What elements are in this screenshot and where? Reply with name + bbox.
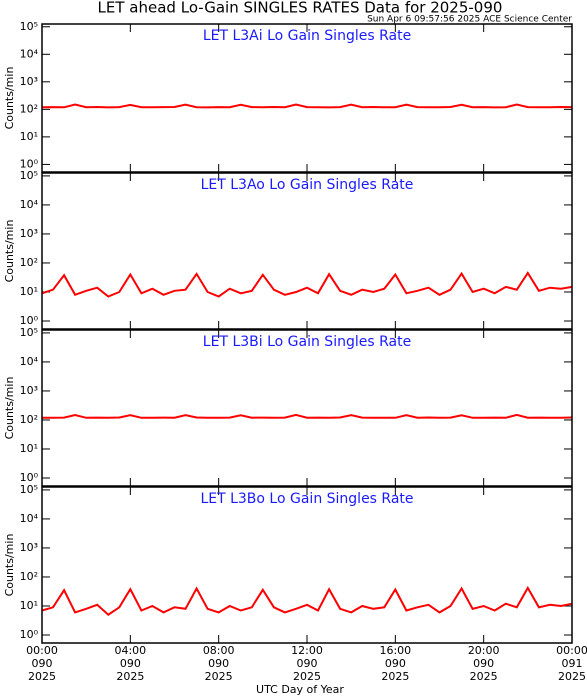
- y-tick-label: 10⁰: [20, 628, 39, 641]
- y-axis-label: Counts/min: [3, 377, 16, 440]
- x-day-label: 090: [385, 657, 406, 670]
- panel-title: LET L3Bo Lo Gain Singles Rate: [200, 491, 413, 507]
- x-day-label: 090: [32, 657, 53, 670]
- x-day-label: 090: [473, 657, 494, 670]
- y-tick-label: 10³: [20, 227, 38, 240]
- y-tick-label: 10²: [20, 102, 38, 115]
- y-axis-label: Counts/min: [3, 220, 16, 283]
- y-tick-label: 10²: [20, 570, 38, 583]
- x-day-label: 090: [120, 657, 141, 670]
- x-tick-label: 08:00: [203, 644, 235, 657]
- y-tick-label: 10⁰: [20, 314, 39, 327]
- data-line: [41, 585, 573, 616]
- y-tick-label: 10⁴: [20, 198, 39, 211]
- timestamp: Sun Apr 6 09:57:56 2025 ACE Science Cent…: [367, 15, 572, 25]
- y-tick-label: 10¹: [20, 130, 38, 143]
- y-tick-label: 10²: [20, 256, 38, 269]
- y-tick-label: 10³: [20, 75, 38, 88]
- data-line: [41, 271, 573, 298]
- y-tick-label: 10⁵: [20, 483, 38, 496]
- y-tick-label: 10²: [20, 413, 38, 426]
- x-tick-label: 20:00: [468, 644, 500, 657]
- x-day-label: 090: [208, 657, 229, 670]
- plot-frame: [41, 23, 573, 173]
- y-tick-label: 10³: [20, 384, 38, 397]
- x-axis-label: UTC Day of Year: [256, 683, 344, 696]
- data-line: [41, 103, 573, 109]
- data-line: [41, 413, 573, 419]
- x-year-label: 2025: [28, 670, 56, 683]
- x-tick-label: 04:00: [114, 644, 146, 657]
- x-tick-label: 16:00: [379, 644, 411, 657]
- panel-title: LET L3Bi Lo Gain Singles Rate: [203, 334, 411, 350]
- panel-title: LET L3Ai Lo Gain Singles Rate: [203, 28, 411, 44]
- panel-title: LET L3Ao Lo Gain Singles Rate: [201, 177, 414, 193]
- y-tick-label: 10⁵: [20, 326, 38, 339]
- page-title: LET ahead Lo-Gain SINGLES RATES Data for…: [98, 0, 503, 17]
- plot-frame: [41, 329, 573, 487]
- x-year-label: 2025: [116, 670, 144, 683]
- y-tick-label: 10¹: [20, 285, 38, 298]
- y-axis-label: Counts/min: [3, 67, 16, 130]
- x-year-label: 2025: [470, 670, 498, 683]
- x-tick-label: 00:00: [26, 644, 58, 657]
- x-year-label: 2025: [293, 670, 321, 683]
- x-year-label: 2025: [205, 670, 233, 683]
- x-day-label: 090: [297, 657, 318, 670]
- plot-frame: [41, 172, 573, 330]
- plot-frame: [41, 486, 573, 644]
- y-tick-label: 10¹: [20, 442, 38, 455]
- y-tick-label: 10⁵: [20, 169, 38, 182]
- y-axis-label: Counts/min: [3, 534, 16, 597]
- x-year-label: 2025: [558, 670, 586, 683]
- y-tick-label: 10⁴: [20, 355, 39, 368]
- y-tick-label: 10³: [20, 541, 38, 554]
- y-tick-label: 10⁴: [20, 512, 39, 525]
- y-tick-label: 10⁴: [20, 47, 39, 60]
- y-tick-label: 10⁰: [20, 471, 39, 484]
- y-tick-label: 10¹: [20, 599, 38, 612]
- x-day-label: 091: [562, 657, 583, 670]
- y-tick-label: 10⁰: [20, 157, 39, 170]
- x-tick-label: 00:00: [556, 644, 587, 657]
- x-year-label: 2025: [381, 670, 409, 683]
- y-tick-label: 10⁵: [20, 20, 38, 33]
- x-tick-label: 12:00: [291, 644, 323, 657]
